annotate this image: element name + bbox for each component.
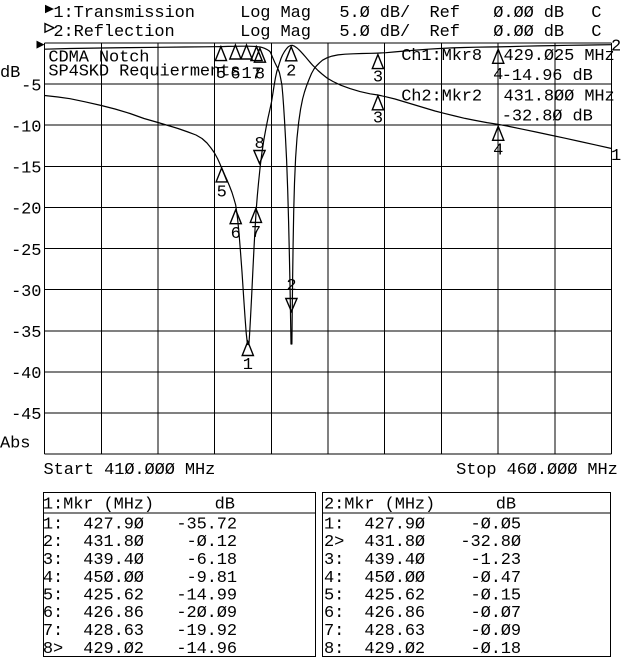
svg-text:Ø.ØØ dB: Ø.ØØ dB: [493, 4, 564, 23]
svg-text:-45: -45: [11, 406, 41, 425]
svg-text:-14.96: -14.96: [176, 640, 237, 659]
svg-text:5.Ø dB/: 5.Ø dB/: [339, 23, 410, 42]
svg-text:-Ø.15: -Ø.15: [470, 587, 521, 606]
svg-text:-10: -10: [11, 118, 41, 137]
svg-text:-25: -25: [11, 242, 41, 261]
svg-text:Log Mag: Log Mag: [240, 23, 311, 42]
svg-text:3: 439.4Ø: 3: 439.4Ø: [43, 551, 144, 570]
svg-text:-Ø.Ø7: -Ø.Ø7: [470, 604, 521, 623]
svg-text:2: 2: [286, 277, 296, 296]
svg-text:2:Reflection: 2:Reflection: [53, 23, 174, 42]
svg-text:3: 439.4Ø: 3: 439.4Ø: [324, 551, 425, 570]
svg-text:4: 4: [493, 142, 503, 161]
svg-text:1: 427.9Ø: 1: 427.9Ø: [324, 516, 425, 535]
svg-text:SP4SKD Requierments: SP4SKD Requierments: [48, 63, 240, 82]
svg-text:-35: -35: [11, 324, 41, 343]
svg-text:-2Ø.Ø9: -2Ø.Ø9: [176, 604, 237, 623]
svg-text:-19.92: -19.92: [176, 622, 237, 641]
svg-text:2: 2: [286, 63, 296, 82]
svg-text:3: 3: [373, 69, 383, 88]
svg-text:2:Mkr (MHz) dB: 2:Mkr (MHz) dB: [324, 496, 516, 515]
svg-text:-32.8Ø dB: -32.8Ø dB: [502, 108, 593, 127]
svg-text:1:Transmission: 1:Transmission: [53, 4, 194, 23]
svg-text:dB: dB: [0, 64, 20, 83]
svg-text:5: 5: [217, 183, 227, 202]
svg-text:8: 8: [255, 66, 265, 85]
svg-text:Abs: Abs: [0, 434, 30, 453]
svg-text:4: 45Ø.ØØ: 4: 45Ø.ØØ: [43, 569, 144, 588]
svg-text:4: 45Ø.ØØ: 4: 45Ø.ØØ: [324, 569, 425, 588]
svg-text:-40: -40: [11, 365, 41, 384]
svg-text:5: 5: [216, 65, 226, 84]
svg-text:6: 6: [231, 225, 241, 244]
svg-text:-Ø.12: -Ø.12: [186, 533, 237, 552]
svg-text:Ch1:Mkr8: Ch1:Mkr8: [401, 47, 482, 66]
svg-text:8: 8: [254, 135, 264, 154]
svg-text:-35.72: -35.72: [176, 516, 237, 535]
svg-text:2: 2: [611, 38, 621, 57]
svg-text:-5: -5: [21, 77, 41, 96]
svg-text:2> 431.8Ø: 2> 431.8Ø: [324, 533, 425, 552]
svg-text:1: 1: [611, 147, 621, 166]
svg-text:C: C: [591, 23, 601, 42]
svg-text:-Ø.Ø9: -Ø.Ø9: [470, 622, 521, 641]
svg-text:-20: -20: [11, 201, 41, 220]
svg-text:Ø.ØØ dB: Ø.ØØ dB: [493, 23, 564, 42]
svg-text:6: 426.86: 6: 426.86: [324, 604, 425, 623]
svg-text:-Ø.18: -Ø.18: [470, 640, 521, 659]
svg-text:5.Ø dB/: 5.Ø dB/: [339, 4, 410, 23]
svg-text:6: 6: [230, 66, 240, 85]
svg-text:1: 1: [243, 356, 253, 375]
svg-text:Ref: Ref: [430, 4, 460, 23]
svg-text:-15: -15: [11, 160, 41, 179]
svg-text:-Ø.Ø5: -Ø.Ø5: [470, 516, 521, 535]
svg-text:8> 429.Ø2: 8> 429.Ø2: [43, 640, 144, 659]
svg-text:2: 431.8Ø: 2: 431.8Ø: [43, 533, 144, 552]
svg-text:Ch2:Mkr2: Ch2:Mkr2: [401, 88, 482, 107]
svg-text:-14.96 dB: -14.96 dB: [502, 67, 593, 86]
svg-text:Log Mag: Log Mag: [240, 4, 311, 23]
svg-text:5: 425.62: 5: 425.62: [324, 587, 425, 606]
svg-text:7: 428.63: 7: 428.63: [324, 622, 425, 641]
svg-text:-9.81: -9.81: [186, 569, 237, 588]
svg-text:7: 7: [251, 224, 261, 243]
svg-text:5: 425.62: 5: 425.62: [43, 587, 144, 606]
svg-text:Start 41Ø.ØØØ MHz: Start 41Ø.ØØØ MHz: [44, 461, 216, 480]
svg-text:C: C: [591, 4, 601, 23]
svg-text:3: 3: [373, 110, 383, 129]
svg-text:-14.99: -14.99: [176, 587, 237, 606]
svg-text:1: 1: [241, 65, 251, 84]
svg-text:1: 427.9Ø: 1: 427.9Ø: [43, 516, 144, 535]
svg-text:-1.23: -1.23: [470, 551, 521, 570]
svg-text:7: 428.63: 7: 428.63: [43, 622, 144, 641]
svg-text:Stop 46Ø.ØØØ MHz: Stop 46Ø.ØØØ MHz: [456, 461, 618, 480]
svg-text:6: 426.86: 6: 426.86: [43, 604, 144, 623]
svg-text:429.Ø25 MHz: 429.Ø25 MHz: [504, 47, 615, 66]
svg-text:431.8ØØ MHz: 431.8ØØ MHz: [504, 88, 615, 107]
svg-text:1:Mkr (MHz) dB: 1:Mkr (MHz) dB: [43, 496, 235, 515]
svg-text:-32.8Ø: -32.8Ø: [460, 533, 521, 552]
svg-text:8: 429.Ø2: 8: 429.Ø2: [324, 640, 425, 659]
svg-text:-Ø.47: -Ø.47: [470, 569, 521, 588]
svg-text:Ref: Ref: [430, 23, 460, 42]
svg-text:7: 7: [251, 66, 261, 85]
svg-text:CDMA Notch: CDMA Notch: [48, 49, 149, 68]
svg-text:4: 4: [493, 66, 503, 85]
svg-text:-6.18: -6.18: [186, 551, 237, 570]
svg-text:-30: -30: [11, 283, 41, 302]
